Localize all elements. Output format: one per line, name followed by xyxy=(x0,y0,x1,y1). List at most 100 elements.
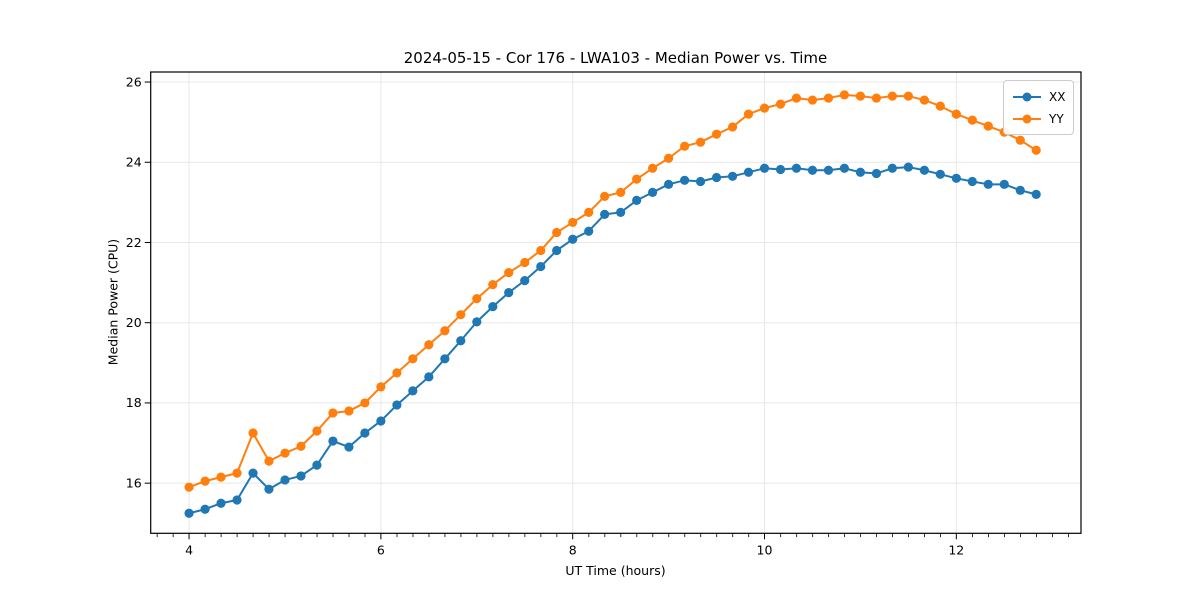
series-marker-xx xyxy=(647,187,658,197)
series-marker-xx xyxy=(408,386,418,396)
series-marker-xx xyxy=(280,475,290,485)
series-marker-yy xyxy=(983,121,993,131)
series-marker-yy xyxy=(360,398,370,408)
series-marker-xx xyxy=(775,164,786,175)
series-marker-xx xyxy=(999,179,1009,189)
series-marker-xx xyxy=(807,165,818,175)
series-marker-xx xyxy=(823,165,834,175)
series-marker-yy xyxy=(280,448,290,458)
series-marker-xx xyxy=(536,261,546,272)
series-marker-xx xyxy=(472,317,482,327)
series-marker-xx xyxy=(600,209,610,220)
series-marker-xx xyxy=(504,288,514,298)
series-marker-yy xyxy=(1015,135,1025,145)
series-marker-xx xyxy=(791,163,802,173)
legend-item-yy: YY xyxy=(1012,109,1073,129)
series-marker-yy xyxy=(600,191,610,201)
series-marker-xx xyxy=(184,508,194,518)
series-marker-yy xyxy=(296,441,306,451)
series-marker-xx xyxy=(520,275,530,286)
legend-swatch-yy-icon xyxy=(1013,114,1041,123)
series-marker-xx xyxy=(216,498,226,508)
series-marker-yy xyxy=(504,267,514,278)
series-marker-yy xyxy=(695,137,706,147)
x-tick-label: 10 xyxy=(757,542,773,557)
series-marker-yy xyxy=(232,468,242,478)
legend: XX YY xyxy=(1003,80,1074,135)
series-marker-yy xyxy=(855,91,866,101)
series-marker-xx xyxy=(584,226,594,236)
series-marker-xx xyxy=(392,400,402,410)
series-marker-xx xyxy=(871,168,882,179)
series-marker-xx xyxy=(488,302,498,312)
series-marker-yy xyxy=(184,482,194,492)
series-marker-yy xyxy=(456,310,466,320)
series-marker-yy xyxy=(200,476,210,486)
series-marker-xx xyxy=(839,163,849,173)
series-marker-xx xyxy=(232,495,242,505)
y-axis-label: Median Power (CPU) xyxy=(105,238,121,366)
series-marker-yy xyxy=(839,90,849,100)
series-marker-yy xyxy=(919,95,929,105)
series-marker-yy xyxy=(887,91,897,101)
series-marker-yy xyxy=(424,340,434,350)
series-marker-yy xyxy=(584,207,594,217)
series-marker-xx xyxy=(919,165,929,175)
series-marker-xx xyxy=(248,468,258,478)
series-marker-xx xyxy=(663,179,674,189)
y-tick-label: 16 xyxy=(126,475,142,490)
series-marker-yy xyxy=(216,472,226,482)
series-marker-yy xyxy=(743,109,754,119)
series-marker-xx xyxy=(568,234,578,244)
series-marker-xx xyxy=(743,167,754,177)
x-tick-label: 6 xyxy=(377,542,385,557)
series-marker-yy xyxy=(903,91,913,101)
series-marker-yy xyxy=(951,109,961,119)
series-marker-yy xyxy=(472,294,482,304)
legend-label-yy: YY xyxy=(1049,111,1064,126)
series-marker-xx xyxy=(200,504,210,514)
series-marker-yy xyxy=(616,187,626,197)
series-marker-yy xyxy=(791,93,802,103)
y-tick-label: 18 xyxy=(126,395,142,410)
series-marker-yy xyxy=(871,93,882,103)
series-marker-yy xyxy=(536,245,546,256)
y-tick-label: 20 xyxy=(126,315,142,330)
series-marker-yy xyxy=(647,163,658,173)
series-marker-xx xyxy=(360,428,370,438)
series-marker-yy xyxy=(552,227,562,238)
series-marker-yy xyxy=(344,406,354,416)
series-marker-xx xyxy=(296,471,306,481)
series-marker-xx xyxy=(887,163,897,173)
series-marker-yy xyxy=(328,408,338,418)
series-marker-yy xyxy=(488,279,498,290)
series-marker-yy xyxy=(663,153,674,163)
chart-title: 2024-05-15 - Cor 176 - LWA103 - Median P… xyxy=(403,49,828,67)
series-marker-xx xyxy=(616,207,626,217)
series-marker-yy xyxy=(440,326,450,336)
series-marker-yy xyxy=(520,257,530,268)
series-marker-yy xyxy=(727,122,738,132)
series-marker-xx xyxy=(312,460,322,470)
legend-swatch-xx-icon xyxy=(1013,92,1041,101)
series-marker-yy xyxy=(807,95,818,105)
series-marker-xx xyxy=(967,176,977,187)
series-marker-yy xyxy=(680,141,690,151)
series-marker-yy xyxy=(759,103,770,113)
series-marker-yy xyxy=(568,217,578,228)
series-marker-xx xyxy=(1031,189,1041,199)
series-marker-yy xyxy=(967,115,977,125)
series-marker-xx xyxy=(680,175,690,185)
series-marker-yy xyxy=(632,174,642,184)
series-marker-xx xyxy=(376,416,386,426)
y-tick-label: 26 xyxy=(126,74,142,89)
series-marker-yy xyxy=(935,101,945,111)
legend-item-xx: XX xyxy=(1012,87,1073,107)
series-marker-xx xyxy=(695,176,706,187)
series-marker-yy xyxy=(1031,145,1041,155)
x-tick-label: 8 xyxy=(569,542,577,557)
series-marker-yy xyxy=(823,93,834,103)
series-marker-xx xyxy=(983,179,993,189)
